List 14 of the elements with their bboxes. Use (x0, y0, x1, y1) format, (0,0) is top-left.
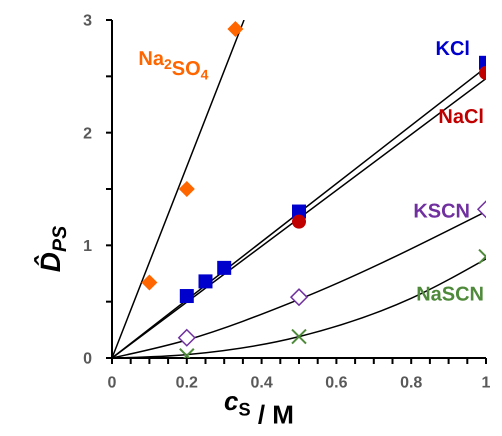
y-tick-label: 1 (83, 238, 92, 256)
y-tick-label: 2 (83, 125, 92, 142)
x-tick-label: 0.6 (325, 374, 348, 392)
x-tick-label: 0.8 (400, 374, 422, 392)
series-label: KSCN (413, 200, 470, 222)
series-label: NaSCN (416, 284, 484, 306)
x-tick-label: 0 (108, 374, 117, 392)
series-label: Na$_{2}$SO$_{4}$ (138, 48, 209, 82)
y-tick-label: 0 (83, 350, 92, 368)
series-label: KCl (436, 38, 470, 60)
y-tick-label: 3 (83, 12, 92, 30)
x-tick-label: 1 (482, 374, 491, 392)
series-label: NaCl (438, 106, 484, 128)
x-tick-label: 0.2 (176, 374, 198, 392)
